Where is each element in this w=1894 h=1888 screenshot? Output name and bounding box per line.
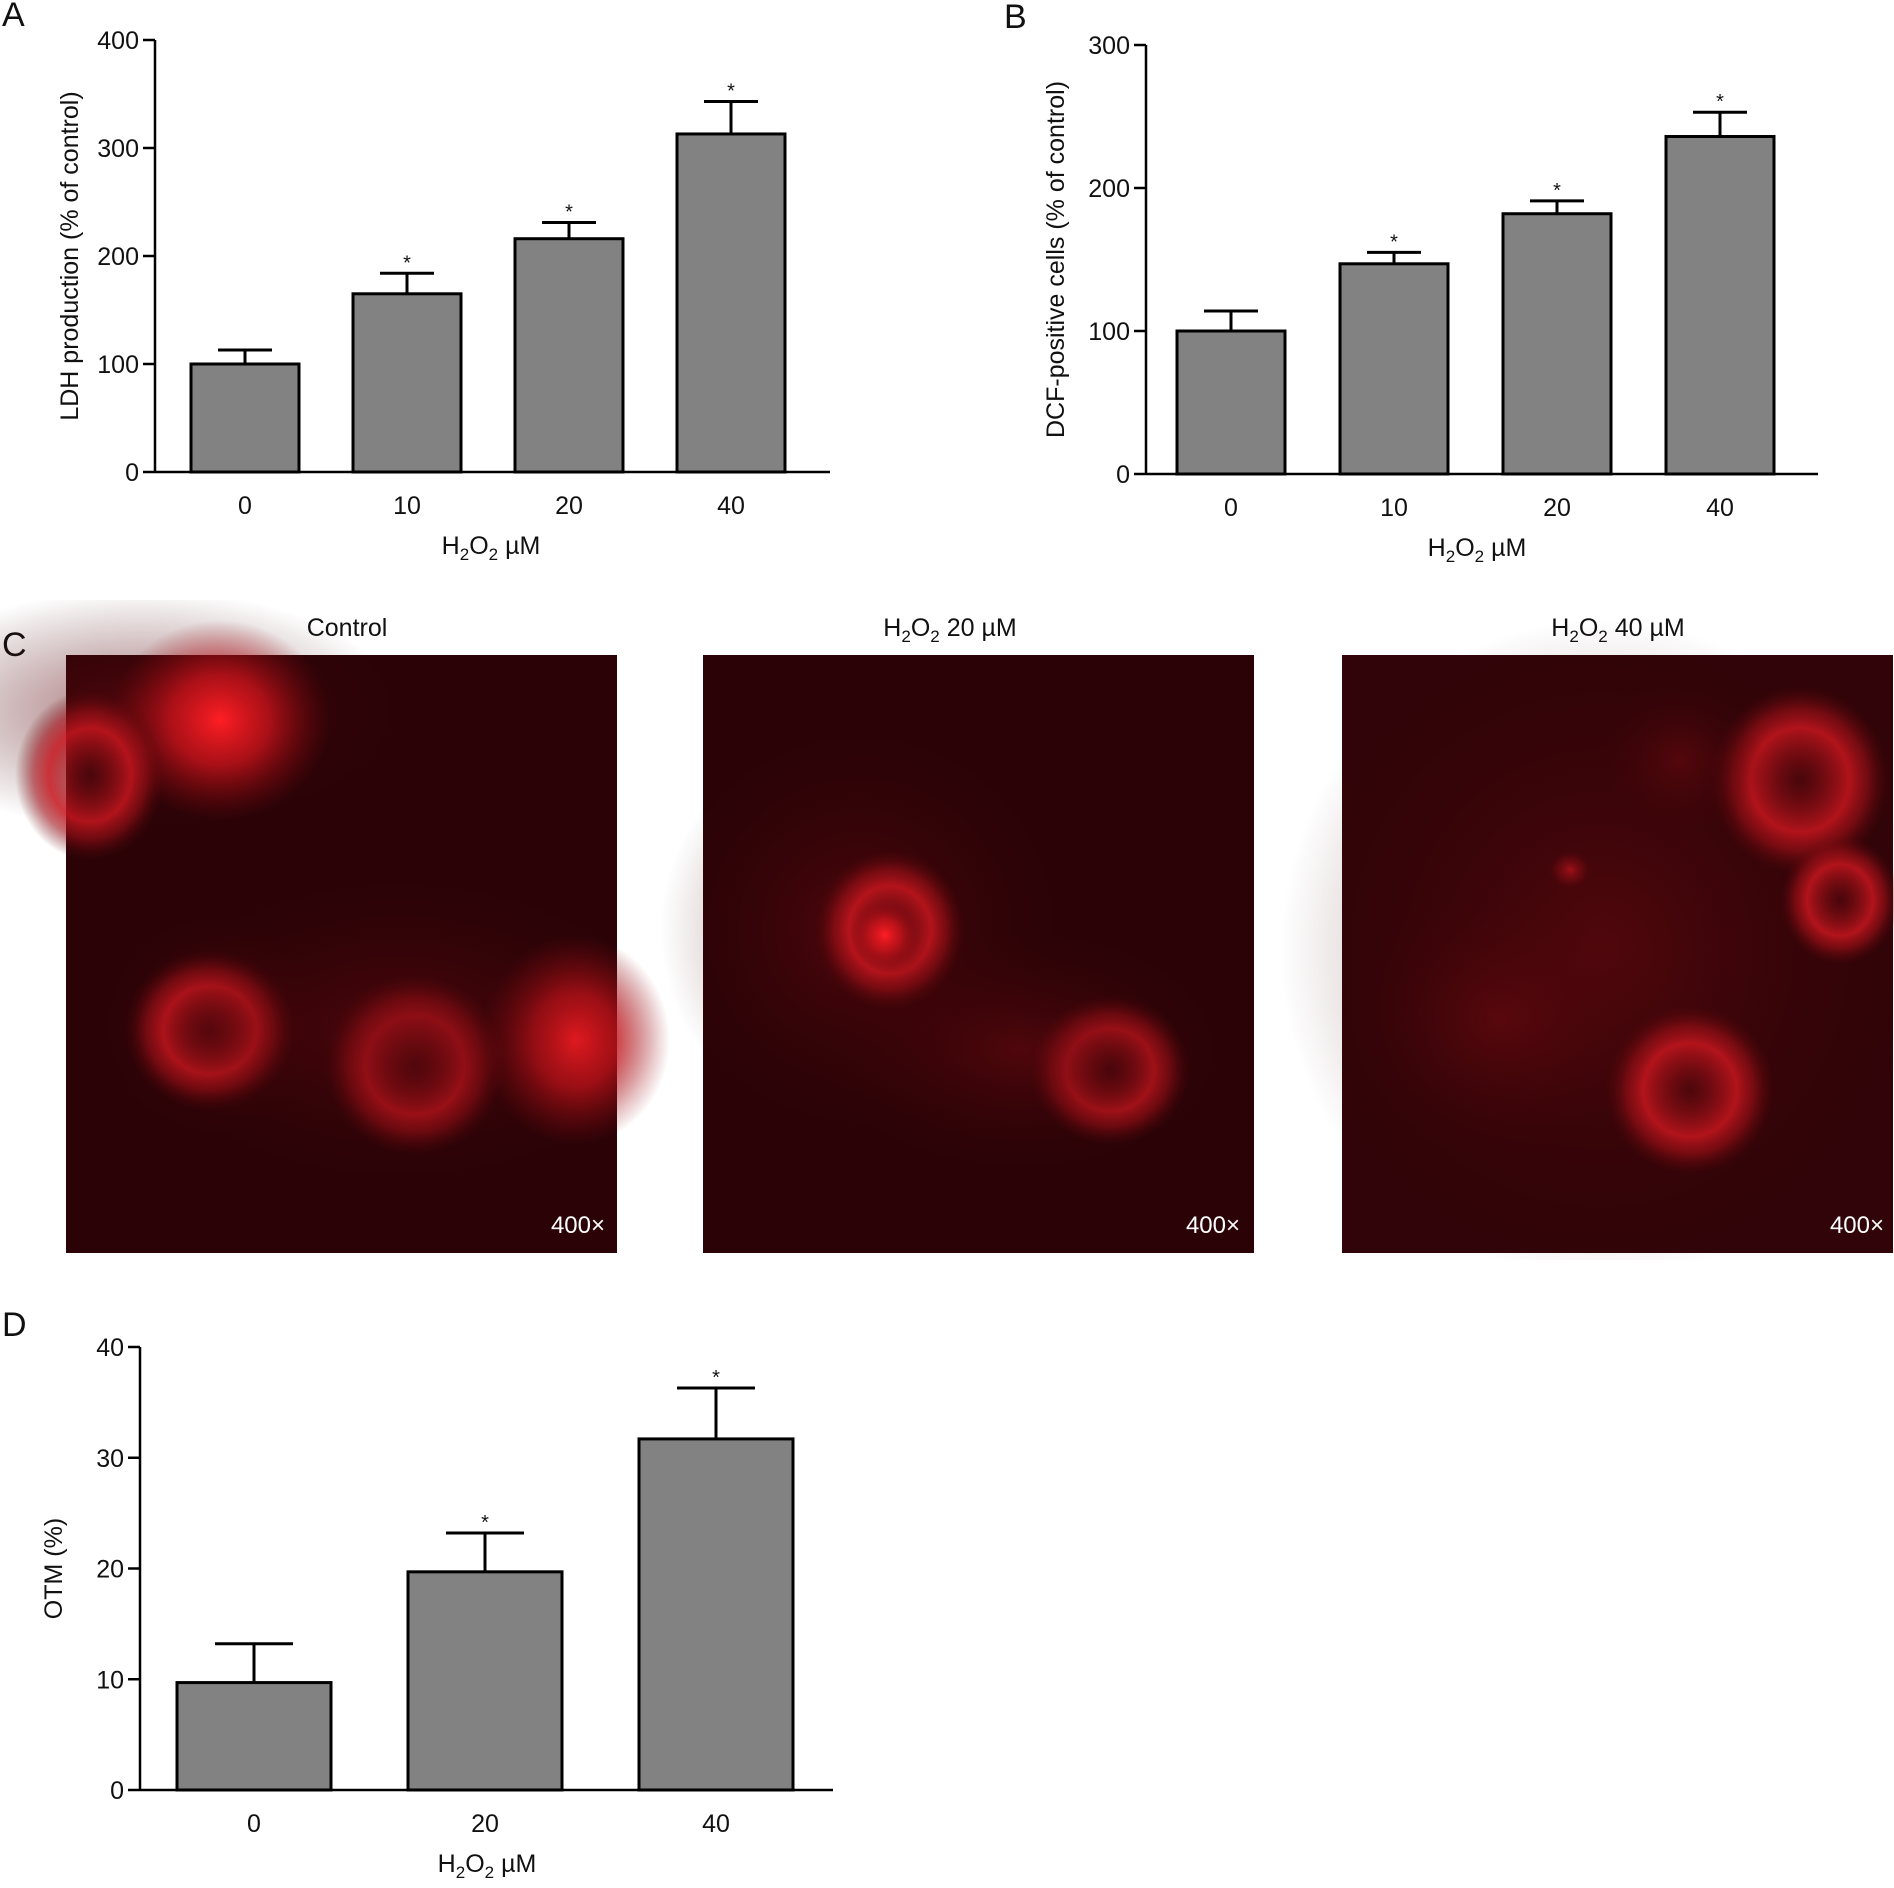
chart-b-bar-20 bbox=[1501, 212, 1613, 476]
chart-a-y-axis-title: LDH production (% of control) bbox=[56, 91, 84, 420]
chart-a-y-tick-label: 300 bbox=[97, 135, 139, 163]
micrograph-title-h2o2-40: H2O2 40 µM bbox=[1551, 614, 1684, 646]
chart-b-y-tick-label: 100 bbox=[1088, 318, 1130, 346]
chart-a-x-tick-label-10: 10 bbox=[393, 492, 421, 520]
chart-a-y-tick-label: 200 bbox=[97, 243, 139, 271]
chart-d-bar-40 bbox=[637, 1437, 795, 1792]
chart-b-significance-20: * bbox=[1553, 180, 1561, 202]
micrograph-h2o2-20 bbox=[660, 655, 1254, 1253]
chart-d-bar-20 bbox=[406, 1570, 564, 1792]
chart-b-x-tick-label-40: 40 bbox=[1706, 494, 1734, 522]
chart-a-x-axis-title: H2O2 µM bbox=[442, 532, 541, 564]
chart-a-y-tick-label: 400 bbox=[97, 27, 139, 55]
chart-d-y-tick-label: 30 bbox=[96, 1445, 124, 1473]
chart-d-y-axis-title: OTM (%) bbox=[40, 1518, 68, 1619]
chart-a-bar-20 bbox=[513, 237, 625, 474]
chart-b-y-tick-label: 200 bbox=[1088, 175, 1130, 203]
panel-label-d: D bbox=[2, 1306, 27, 1344]
chart-b-bar-10 bbox=[1338, 262, 1450, 476]
panel-label-a: A bbox=[2, 0, 25, 34]
chart-b-x-axis-title: H2O2 µM bbox=[1428, 534, 1527, 566]
chart-a-y-tick-label: 0 bbox=[125, 459, 139, 487]
chart-b-bar-0 bbox=[1175, 329, 1287, 476]
chart-d-significance-40: * bbox=[712, 1367, 720, 1389]
panel-c-micrographs: Control H2O2 20 µM H2O2 40 µM 400× 400× … bbox=[0, 600, 1894, 1260]
chart-d-x-tick-label-20: 20 bbox=[471, 1810, 499, 1838]
micrograph-control bbox=[0, 600, 670, 1253]
chart-b-significance-10: * bbox=[1390, 231, 1398, 253]
magnification-label-h2o2-20: 400× bbox=[1186, 1212, 1240, 1239]
chart-b-x-tick-label-20: 20 bbox=[1543, 494, 1571, 522]
chart-d-y-tick-label: 10 bbox=[96, 1666, 124, 1694]
chart-a-bar-10 bbox=[351, 292, 463, 474]
chart-d-y-tick-label: 20 bbox=[96, 1556, 124, 1584]
chart-d-y-tick-label: 0 bbox=[110, 1777, 124, 1805]
chart-a-bar-0 bbox=[189, 362, 301, 474]
panel-label-b: B bbox=[1004, 0, 1027, 36]
chart-b-bar-40 bbox=[1664, 135, 1776, 476]
chart-d-x-axis-title: H2O2 µM bbox=[438, 1850, 537, 1882]
chart-b-x-tick-label-10: 10 bbox=[1380, 494, 1408, 522]
chart-a-x-tick-label-20: 20 bbox=[555, 492, 583, 520]
chart-d-x-tick-label-40: 40 bbox=[702, 1810, 730, 1838]
chart-a-x-tick-label-40: 40 bbox=[717, 492, 745, 520]
chart-b-y-tick-label: 300 bbox=[1088, 32, 1130, 60]
magnification-label-h2o2-40: 400× bbox=[1830, 1212, 1884, 1239]
chart-a-y-tick-label: 100 bbox=[97, 351, 139, 379]
chart-d-bar-0 bbox=[175, 1681, 333, 1792]
chart-a-bar-40 bbox=[675, 132, 787, 474]
chart-a-significance-10: * bbox=[403, 252, 411, 274]
magnification-label-control: 400× bbox=[551, 1212, 605, 1239]
chart-d-y-tick-label: 40 bbox=[96, 1334, 124, 1362]
chart-d-x-tick-label-0: 0 bbox=[247, 1810, 261, 1838]
micrograph-h2o2-40 bbox=[1280, 620, 1894, 1260]
chart-b-y-tick-label: 0 bbox=[1116, 461, 1130, 489]
chart-b-significance-40: * bbox=[1716, 91, 1724, 113]
chart-d-otm: 0 10 20 30 40 OTM (%) 0 * 20 * 40 H2O2 µM bbox=[40, 1334, 833, 1882]
chart-b-x-tick-label-0: 0 bbox=[1224, 494, 1238, 522]
chart-a-x-tick-label-0: 0 bbox=[238, 492, 252, 520]
micrograph-title-h2o2-20: H2O2 20 µM bbox=[883, 614, 1016, 646]
chart-d-significance-20: * bbox=[481, 1512, 489, 1534]
micrograph-title-control: Control bbox=[307, 614, 388, 642]
chart-b-y-axis-title: DCF-positive cells (% of control) bbox=[1042, 81, 1070, 438]
chart-a-significance-20: * bbox=[565, 202, 573, 224]
chart-a-significance-40: * bbox=[727, 81, 735, 103]
